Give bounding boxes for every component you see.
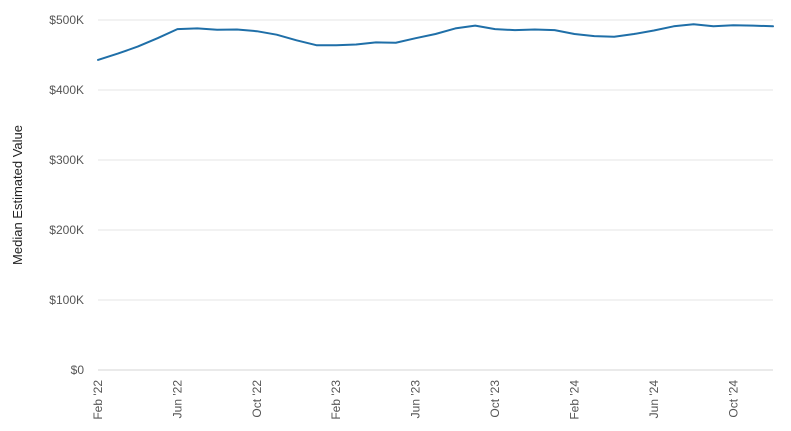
x-tick-label: Feb '24 [567,380,581,420]
x-tick-label: Jun '22 [170,380,184,419]
data-point[interactable] [171,23,183,35]
data-point[interactable] [449,22,461,34]
y-tick-label: $200K [49,223,84,237]
data-point[interactable] [310,39,322,51]
y-axis-title: Median Estimated Value [10,125,25,265]
data-point[interactable] [271,29,283,41]
data-point[interactable] [549,24,561,36]
data-point[interactable] [92,54,104,66]
data-point[interactable] [410,32,422,44]
series-layer [92,18,779,66]
data-point[interactable] [469,20,481,32]
data-point[interactable] [390,37,402,49]
x-tick-label: Oct '24 [726,380,740,418]
data-point[interactable] [112,48,124,60]
data-point[interactable] [350,39,362,51]
x-tick-label: Feb '23 [329,380,343,420]
x-tick-label: Oct '23 [488,380,502,418]
y-tick-label: $100K [49,293,84,307]
data-point[interactable] [529,23,541,35]
y-tick-label: $0 [71,363,85,377]
data-point[interactable] [588,30,600,42]
y-tick-label: $400K [49,83,84,97]
data-point[interactable] [251,25,263,37]
x-tick-label: Jun '23 [409,380,423,419]
x-tick-label: Jun '24 [647,380,661,419]
y-axis-tick-labels: $0 $100K $200K $300K $400K $500K [49,13,84,377]
data-point[interactable] [509,24,521,36]
x-axis-tick-labels: Feb '22 Jun '22 Oct '22 Feb '23 Jun '23 Oct '… [91,380,740,420]
data-point[interactable] [727,19,739,31]
data-point[interactable] [747,20,759,32]
data-point[interactable] [608,31,620,43]
data-point[interactable] [430,28,442,40]
series-line [97,23,774,61]
data-point[interactable] [231,23,243,35]
x-tick-label: Feb '22 [91,380,105,420]
data-point[interactable] [152,32,164,44]
x-tick-label: Oct '22 [250,380,264,418]
data-point[interactable] [211,24,223,36]
data-point[interactable] [628,28,640,40]
y-tick-label: $300K [49,153,84,167]
gridlines [98,19,773,371]
data-point[interactable] [648,25,660,37]
data-point[interactable] [291,34,303,46]
data-point[interactable] [489,23,501,35]
data-point[interactable] [330,39,342,51]
data-point[interactable] [132,41,144,53]
data-point[interactable] [707,20,719,32]
data-point[interactable] [668,20,680,32]
data-point[interactable] [191,22,203,34]
data-point[interactable] [688,18,700,30]
data-point[interactable] [767,20,779,32]
data-point[interactable] [568,28,580,40]
data-point[interactable] [370,36,382,48]
y-tick-label: $500K [49,13,84,27]
